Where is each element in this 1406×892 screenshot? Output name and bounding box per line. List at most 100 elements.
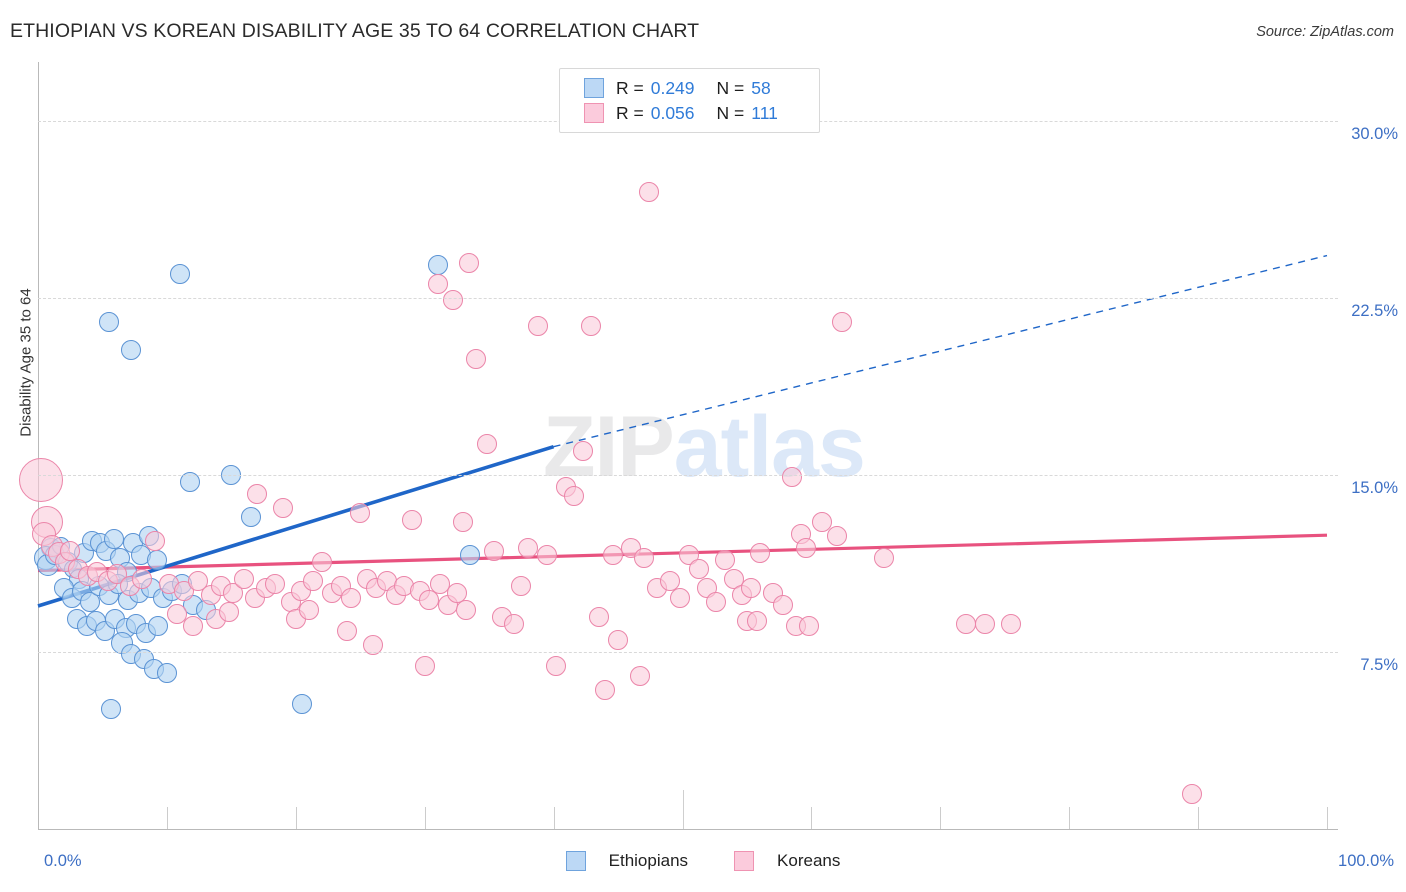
scatter-point-koreans: [484, 540, 505, 561]
scatter-point-koreans: [341, 587, 362, 608]
gridline: [38, 298, 1338, 299]
scatter-point-koreans: [218, 601, 239, 622]
scatter-point-koreans: [234, 568, 255, 589]
scatter-point-koreans: [302, 571, 323, 592]
x-tick: [553, 807, 555, 829]
legend-label-ethiopians: Ethiopians: [608, 851, 689, 870]
legend-swatch-ethiopians-bottom: [565, 851, 586, 871]
scatter-point-koreans: [715, 549, 736, 570]
scatter-point-koreans: [608, 630, 629, 651]
y-axis-line: [38, 62, 39, 829]
scatter-point-koreans: [476, 434, 497, 455]
legend-swatch-koreans-bottom: [734, 851, 755, 871]
scatter-point-koreans: [580, 316, 601, 337]
scatter-point-koreans: [455, 599, 476, 620]
scatter-point-ethiopians: [98, 311, 119, 332]
scatter-point-koreans: [443, 290, 464, 311]
r-label-ethiopians: R =: [616, 77, 644, 98]
scatter-point-koreans: [511, 575, 532, 596]
x-axis-min-label: 0.0%: [44, 852, 82, 870]
scatter-point-koreans: [537, 545, 558, 566]
scatter-point-koreans: [573, 441, 594, 462]
scatter-point-koreans: [517, 538, 538, 559]
legend-item-ethiopians[interactable]: Ethiopians: [565, 851, 689, 871]
legend-swatch-ethiopians: [584, 78, 604, 98]
scatter-point-koreans: [1181, 783, 1202, 804]
scatter-point-koreans: [747, 611, 768, 632]
n-value-ethiopians: 58: [751, 77, 771, 98]
scatter-point-koreans: [363, 634, 384, 655]
scatter-point-koreans: [827, 526, 848, 547]
stats-legend: R = 0.249 N = 58 R = 0.056 N = 111: [559, 68, 820, 133]
legend-item-koreans[interactable]: Koreans: [734, 851, 840, 871]
scatter-point-koreans: [466, 349, 487, 370]
x-tick: [1198, 807, 1200, 829]
scatter-point-koreans: [629, 665, 650, 686]
scatter-point-ethiopians: [427, 254, 448, 275]
scatter-point-koreans: [832, 311, 853, 332]
scatter-point-koreans: [167, 604, 188, 625]
scatter-point-ethiopians: [104, 528, 125, 549]
scatter-point-koreans: [427, 273, 448, 294]
trendlines: [37, 254, 1328, 608]
n-label-koreans: N =: [716, 102, 745, 123]
scatter-point-koreans: [414, 656, 435, 677]
scatter-point-ethiopians: [292, 693, 313, 714]
scatter-point-ethiopians: [169, 264, 190, 285]
scatter-point-ethiopians: [120, 339, 141, 360]
scatter-point-koreans: [60, 540, 81, 561]
x-axis-line: [38, 829, 1338, 830]
x-tick: [1069, 807, 1071, 829]
x-axis-max-label: 100.0%: [1338, 852, 1394, 870]
scatter-point-koreans: [187, 571, 208, 592]
x-tick: [424, 807, 426, 829]
scatter-point-koreans: [430, 573, 451, 594]
x-tick: [940, 807, 942, 829]
scatter-point-koreans: [811, 512, 832, 533]
series-legend: Ethiopians Koreans: [0, 851, 1406, 871]
r-value-ethiopians: 0.249: [650, 77, 695, 98]
x-tick: [811, 807, 813, 829]
scatter-point-ethiopians: [101, 698, 122, 719]
scatter-point-ethiopians: [147, 616, 168, 637]
n-label-ethiopians: N =: [716, 77, 745, 98]
scatter-point-koreans: [265, 573, 286, 594]
gridline: [38, 652, 1338, 653]
scatter-point-ethiopians: [240, 507, 261, 528]
scatter-point-koreans: [740, 578, 761, 599]
scatter-point-koreans: [350, 502, 371, 523]
scatter-point-koreans: [401, 509, 422, 530]
scatter-point-koreans: [1001, 613, 1022, 634]
source-attribution: Source: ZipAtlas.com: [1256, 24, 1394, 40]
stats-legend-row-ethiopians: R = 0.249 N = 58: [584, 75, 771, 101]
n-value-koreans: 111: [751, 102, 778, 123]
y-tick-label: 15.0%: [1351, 479, 1398, 497]
scatter-point-koreans: [689, 559, 710, 580]
scatter-point-koreans: [272, 498, 293, 519]
x-tick: [1327, 807, 1328, 829]
scatter-point-koreans: [453, 512, 474, 533]
r-value-koreans: 0.056: [650, 102, 695, 123]
scatter-point-koreans: [798, 616, 819, 637]
scatter-point-koreans: [873, 547, 894, 568]
scatter-point-koreans: [956, 613, 977, 634]
legend-swatch-koreans: [584, 103, 604, 123]
scatter-point-koreans: [337, 620, 358, 641]
r-label-koreans: R =: [616, 102, 644, 123]
scatter-point-koreans: [669, 587, 690, 608]
scatter-point-ethiopians: [146, 549, 167, 570]
scatter-point-koreans: [595, 679, 616, 700]
scatter-point-koreans: [564, 486, 585, 507]
scatter-point-koreans: [706, 592, 726, 613]
scatter-point-ethiopians: [156, 663, 177, 684]
scatter-point-koreans: [18, 457, 63, 502]
scatter-point-koreans: [773, 594, 794, 615]
x-tick: [682, 790, 684, 829]
page-title: ETHIOPIAN VS KOREAN DISABILITY AGE 35 TO…: [10, 20, 700, 42]
scatter-point-koreans: [446, 583, 467, 603]
y-tick-label: 30.0%: [1351, 125, 1398, 143]
scatter-point-ethiopians: [180, 472, 201, 493]
scatter-point-koreans: [975, 613, 996, 634]
scatter-point-koreans: [182, 616, 203, 637]
